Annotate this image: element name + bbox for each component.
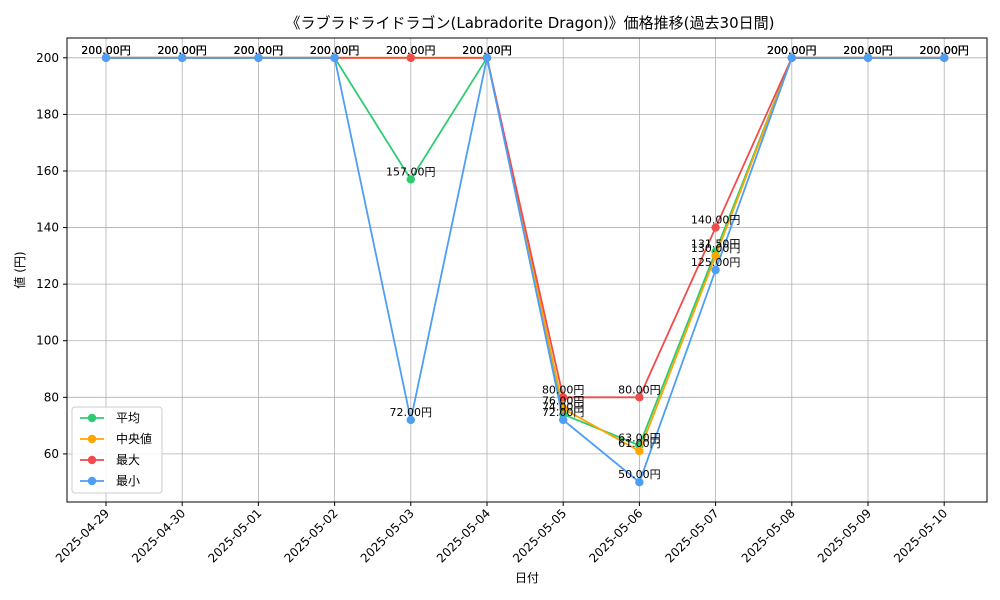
data-label: 200.00円 <box>462 44 512 57</box>
data-label: 50.00円 <box>618 468 661 481</box>
y-tick-label: 60 <box>44 447 59 461</box>
data-point <box>406 53 415 63</box>
data-label: 200.00円 <box>234 44 284 57</box>
data-label: 200.00円 <box>919 44 969 57</box>
legend-swatch-marker <box>87 455 97 465</box>
data-label: 200.00円 <box>157 44 207 57</box>
data-label: 76.00円 <box>542 395 585 408</box>
y-tick-label: 160 <box>36 164 59 178</box>
plot-frame <box>66 37 988 503</box>
data-label: 200.00円 <box>767 44 817 57</box>
data-label: 200.00円 <box>843 44 893 57</box>
y-tick-label: 140 <box>36 221 59 235</box>
data-point <box>178 53 187 63</box>
y-tick-label: 180 <box>36 107 59 121</box>
data-label: 200.00円 <box>843 44 893 57</box>
data-label: 200.00円 <box>310 44 360 57</box>
data-point <box>254 53 263 63</box>
legend-label: 最大 <box>116 453 140 467</box>
data-label: 200.00円 <box>919 44 969 57</box>
data-label: 72.00円 <box>390 406 433 419</box>
y-tick-label: 100 <box>36 334 59 348</box>
data-point <box>711 265 720 275</box>
data-label: 200.00円 <box>919 44 969 57</box>
y-tick-label: 120 <box>36 277 59 291</box>
y-axis-label: 値 (円) <box>12 251 27 288</box>
data-point <box>559 393 568 402</box>
legend-box <box>71 406 163 494</box>
data-point <box>711 251 720 261</box>
data-label: 200.00円 <box>310 44 360 57</box>
data-label: 61.00円 <box>618 437 661 450</box>
data-label: 125.00円 <box>691 256 741 269</box>
legend-label: 最小 <box>116 474 140 488</box>
data-label: 200.00円 <box>234 44 284 57</box>
data-point <box>635 393 644 402</box>
y-tick-label: 200 <box>36 51 59 65</box>
data-label: 131.50円 <box>691 238 741 251</box>
data-label: 200.00円 <box>310 44 360 57</box>
data-point <box>635 477 644 487</box>
data-label: 200.00円 <box>81 44 131 57</box>
data-label: 200.00円 <box>919 44 969 57</box>
data-labels: 200.00円 200.00円 200.00円 200.00円 157.00円 200.0… <box>81 44 969 481</box>
data-point <box>635 446 644 456</box>
data-label: 200.00円 <box>157 44 207 57</box>
data-label: 200.00円 <box>234 44 284 57</box>
data-label: 200.00円 <box>81 44 131 57</box>
data-point <box>330 53 339 63</box>
legend-swatch-marker <box>87 476 97 486</box>
data-point <box>787 53 796 63</box>
data-label: 200.00円 <box>157 44 207 57</box>
chart-title: 《ラブラドライドラゴン(Labradorite Dragon)》価格推移(過去3… <box>286 14 775 32</box>
data-label: 157.00円 <box>386 165 436 178</box>
data-label: 80.00円 <box>542 383 585 396</box>
data-point <box>559 415 568 425</box>
data-point <box>711 223 720 232</box>
data-label: 200.00円 <box>234 44 284 57</box>
data-label: 200.00円 <box>386 44 436 57</box>
data-label: 200.00円 <box>157 44 207 57</box>
data-label: 200.00円 <box>462 44 512 57</box>
data-label: 200.00円 <box>462 44 512 57</box>
data-point <box>406 415 415 425</box>
data-point <box>482 53 492 63</box>
data-point <box>940 53 949 63</box>
series-line <box>106 56 945 484</box>
data-label: 200.00円 <box>386 44 436 57</box>
data-label: 200.00円 <box>462 44 512 57</box>
data-label: 200.00円 <box>81 44 131 57</box>
data-label: 200.00円 <box>843 44 893 57</box>
data-point <box>863 53 873 63</box>
legend-label: 中央値 <box>116 431 152 446</box>
data-label: 130.00円 <box>691 242 741 255</box>
data-label: 200.00円 <box>767 44 817 57</box>
series-layer <box>101 53 949 487</box>
data-point <box>406 175 415 184</box>
data-label: 140.00円 <box>691 214 741 227</box>
data-label: 200.00円 <box>767 44 817 57</box>
data-label: 200.00円 <box>81 44 131 57</box>
data-label: 72.00円 <box>542 406 585 419</box>
x-axis-label: 日付 <box>515 571 539 585</box>
data-point <box>101 53 111 63</box>
data-label: 74.00円 <box>542 400 585 413</box>
grid <box>67 38 987 502</box>
legend-label: 平均 <box>116 411 140 425</box>
legend-swatch-marker <box>87 434 97 444</box>
data-label: 200.00円 <box>310 44 360 57</box>
y-tick-label: 80 <box>44 390 59 404</box>
data-label: 80.00円 <box>618 383 661 396</box>
data-label: 200.00円 <box>767 44 817 57</box>
data-label: 63.00円 <box>618 431 661 444</box>
legend-swatch-marker <box>87 413 97 423</box>
data-label: 200.00円 <box>843 44 893 57</box>
